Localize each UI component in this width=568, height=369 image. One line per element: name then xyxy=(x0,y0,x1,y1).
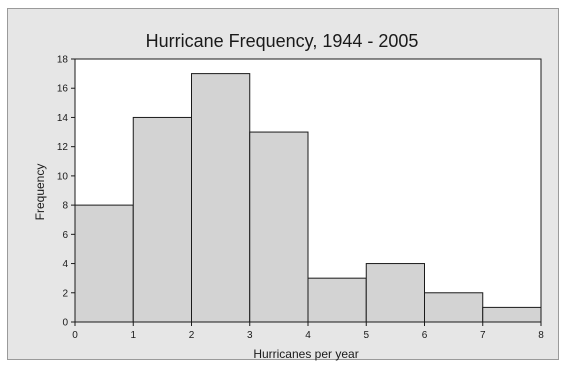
x-tick-label: 2 xyxy=(189,330,195,341)
y-tick-label: 12 xyxy=(57,142,69,153)
y-tick-label: 8 xyxy=(62,201,68,212)
bars-group xyxy=(74,73,542,323)
y-axis: 0 2 4 6 8 10 12 14 16 18 xyxy=(57,55,75,329)
x-tick-label: 4 xyxy=(305,330,311,341)
x-tick-label: 5 xyxy=(363,330,369,341)
x-axis: 0 1 2 3 4 5 6 7 8 xyxy=(72,322,544,341)
y-tick-label: 10 xyxy=(57,171,69,182)
histogram-bar xyxy=(249,131,309,323)
y-tick-label: 0 xyxy=(62,318,68,329)
x-tick-label: 3 xyxy=(247,330,253,341)
x-tick-label: 8 xyxy=(538,330,544,341)
y-tick-label: 4 xyxy=(62,259,68,270)
y-tick-label: 16 xyxy=(57,84,69,95)
y-tick-label: 14 xyxy=(57,113,69,124)
x-tick-label: 0 xyxy=(72,330,78,341)
histogram-bar xyxy=(482,306,542,323)
y-tick-label: 6 xyxy=(62,230,68,241)
x-axis-label: Hurricanes per year xyxy=(253,347,358,361)
y-tick-label: 18 xyxy=(57,55,69,66)
y-axis-label: Frequency xyxy=(33,164,47,221)
histogram-bar xyxy=(191,73,251,323)
x-tick-label: 7 xyxy=(480,330,486,341)
x-tick-label: 1 xyxy=(130,330,136,341)
y-tick-label: 2 xyxy=(62,288,68,299)
histogram-bar xyxy=(307,277,367,323)
x-tick-label: 6 xyxy=(422,330,428,341)
histogram-bar xyxy=(74,204,134,323)
chart-title: Hurricane Frequency, 1944 - 2005 xyxy=(146,31,419,51)
histogram-bar xyxy=(365,263,425,323)
histogram-bar xyxy=(132,116,192,323)
histogram-bar xyxy=(424,292,484,323)
